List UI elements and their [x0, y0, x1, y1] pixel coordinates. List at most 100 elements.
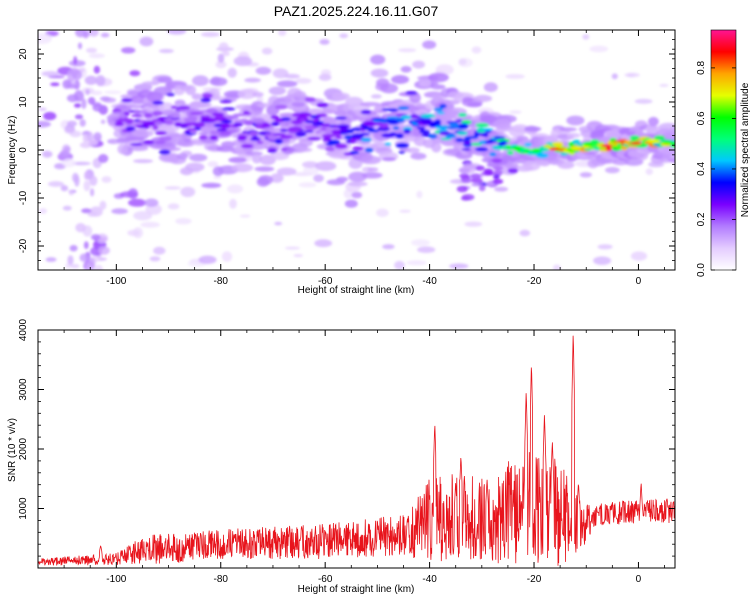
heatmap-cell	[560, 152, 568, 156]
heatmap-cell	[154, 140, 166, 145]
heatmap-cell	[314, 239, 333, 248]
spectrogram-ylabel: Frequency (Hz)	[7, 116, 18, 185]
heatmap-cell	[321, 134, 334, 138]
heatmap-cell	[422, 40, 437, 49]
heatmap-cell	[458, 57, 473, 68]
heatmap-cell	[89, 175, 98, 186]
heatmap-cell	[62, 205, 72, 211]
heatmap-cell	[467, 102, 483, 108]
heatmap-cell	[202, 93, 213, 99]
heatmap-cell	[661, 140, 674, 144]
heatmap-cell	[207, 161, 219, 168]
heatmap-cell	[482, 133, 489, 138]
heatmap-cell	[130, 114, 143, 118]
heatmap-cell	[255, 66, 272, 75]
heatmap-cell	[624, 157, 644, 166]
snr-ytick-label: 2000	[18, 437, 29, 460]
heatmap-cell	[335, 143, 348, 149]
heatmap-cell	[548, 147, 561, 151]
heatmap-cell	[449, 263, 469, 269]
heatmap-cell	[100, 32, 110, 38]
heatmap-cell	[395, 142, 409, 149]
heatmap-cell	[104, 90, 122, 95]
heatmap-cell	[185, 162, 205, 172]
heatmap-cell	[269, 151, 290, 161]
heatmap-cell	[184, 117, 198, 123]
heatmap-cell	[272, 133, 287, 136]
spectrogram-ytick-label: 20	[18, 48, 29, 60]
snr-xtick-label: -20	[527, 574, 542, 585]
heatmap-cell	[576, 143, 585, 147]
heatmap-cell	[133, 83, 153, 91]
heatmap-cell	[492, 166, 504, 170]
heatmap-cell	[231, 163, 254, 173]
heatmap-cell	[456, 119, 463, 123]
heatmap-cell	[81, 208, 92, 214]
heatmap-cell	[405, 91, 418, 95]
heatmap-cell	[361, 172, 383, 179]
heatmap-cell	[348, 171, 367, 182]
heatmap-cell	[590, 139, 600, 144]
heatmap-cell	[304, 97, 316, 102]
heatmap-cell	[279, 128, 288, 133]
heatmap-cell	[524, 126, 542, 132]
heatmap-cell	[142, 120, 156, 127]
heatmap-cell	[84, 75, 98, 86]
heatmap-cell	[95, 75, 106, 87]
heatmap-cell	[303, 165, 319, 176]
heatmap-cell	[339, 33, 349, 39]
heatmap-cell	[434, 119, 442, 125]
heatmap-cell	[305, 125, 318, 131]
heatmap-cell	[126, 119, 134, 124]
heatmap-cell	[391, 75, 410, 84]
spectrogram-xtick-label: -60	[318, 276, 333, 287]
heatmap-cell	[551, 141, 564, 147]
heatmap-cell	[605, 166, 620, 174]
heatmap-cell	[101, 176, 112, 183]
colorbar-label: Normalized spectral amplitude	[740, 82, 750, 217]
heatmap-cell	[566, 132, 581, 139]
heatmap-cell	[470, 142, 483, 146]
colorbar-gradient	[710, 29, 737, 271]
heatmap-cell	[331, 92, 350, 100]
heatmap-cell	[344, 199, 358, 208]
heatmap-cell	[83, 180, 91, 192]
heatmap-cell	[152, 110, 163, 117]
heatmap-cell	[133, 109, 141, 115]
heatmap-cell	[422, 138, 436, 149]
heatmap-cell	[127, 229, 140, 237]
heatmap-cell	[403, 128, 411, 134]
heatmap-cell	[376, 208, 389, 217]
heatmap-cell	[250, 137, 261, 142]
heatmap-cell	[237, 135, 247, 141]
heatmap-cell	[394, 260, 405, 270]
heatmap-cell	[634, 98, 653, 104]
heatmap-cell	[213, 175, 222, 180]
snr-xlabel: Height of straight line (km)	[298, 584, 415, 595]
figure-title: PAZ1.2025.224.16.11.G07	[274, 3, 439, 19]
heatmap-cell	[286, 148, 296, 152]
heatmap-cell	[70, 264, 80, 269]
heatmap-cell	[157, 76, 173, 84]
heatmap-cell	[113, 111, 124, 115]
heatmap-cell	[121, 47, 136, 54]
heatmap-cell	[346, 129, 354, 134]
heatmap-cell	[370, 54, 386, 65]
heatmap-cell	[83, 241, 89, 250]
heatmap-cell	[88, 257, 96, 269]
snr-ytick-label: 1000	[18, 497, 29, 520]
heatmap-cell	[129, 145, 149, 151]
heatmap-cell	[170, 105, 178, 110]
heatmap-cell	[624, 72, 640, 78]
heatmap-cell	[252, 117, 265, 124]
heatmap-cell	[568, 151, 576, 156]
heatmap-cell	[365, 127, 375, 130]
heatmap-cell	[217, 53, 225, 63]
heatmap-cell	[559, 127, 578, 132]
heatmap-cell	[168, 113, 181, 119]
heatmap-cell	[274, 221, 283, 226]
heatmap-cell	[382, 157, 396, 162]
heatmap-cell	[411, 239, 430, 247]
heatmap-cell	[336, 176, 349, 182]
